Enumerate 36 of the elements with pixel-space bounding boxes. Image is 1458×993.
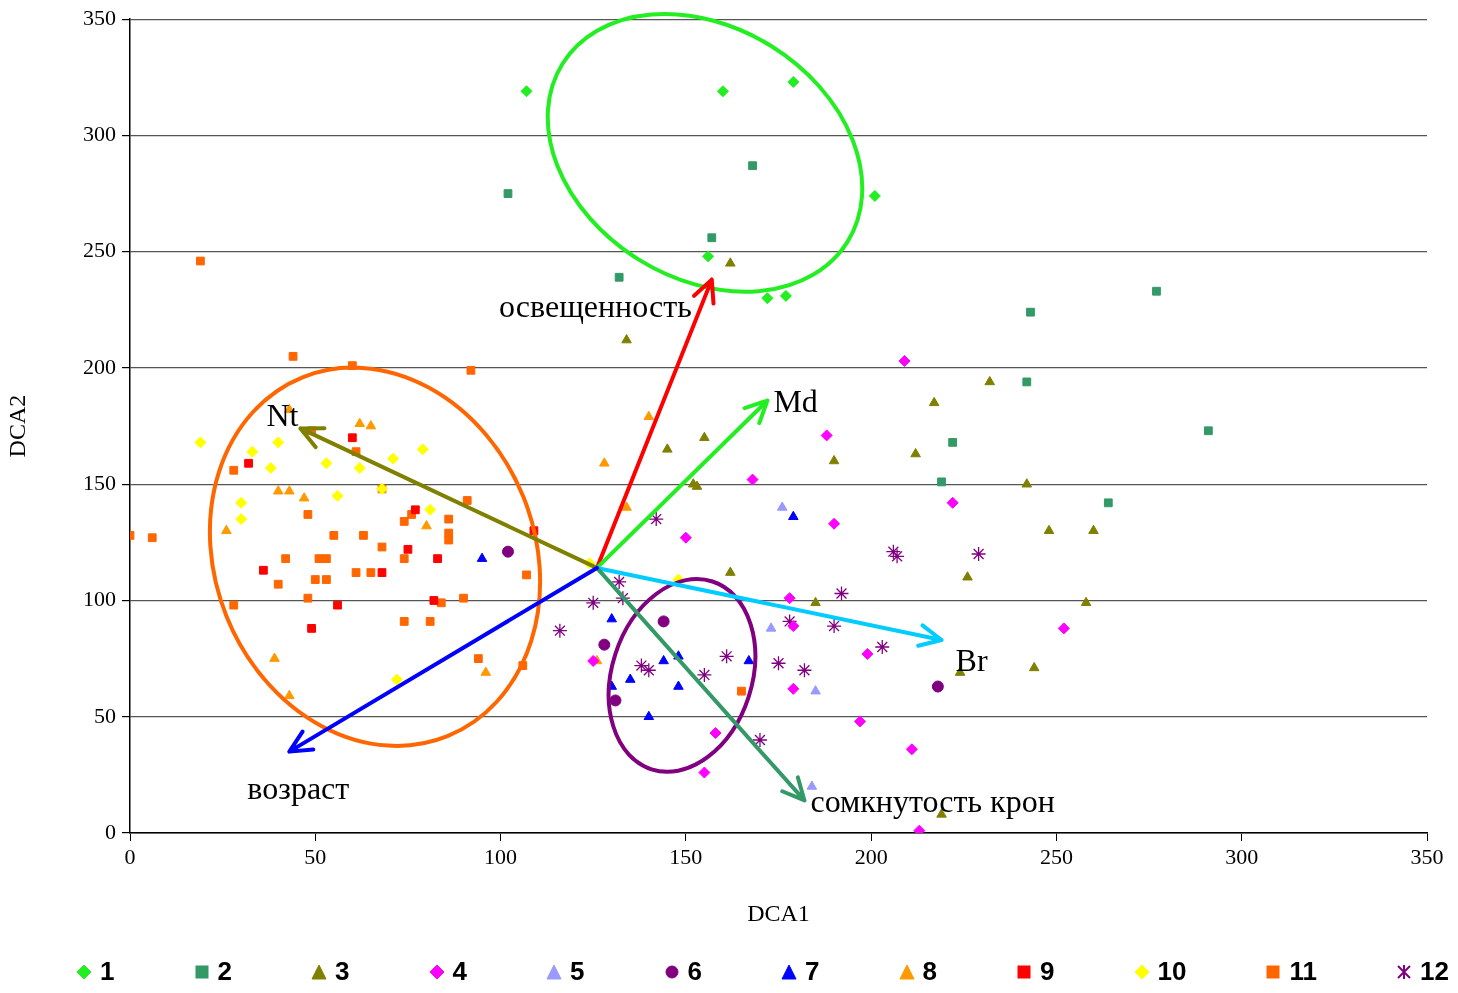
y-tick-label: 350 — [83, 4, 116, 30]
y-tick-label: 0 — [105, 818, 116, 844]
annotation: Br — [955, 642, 988, 679]
y-tick-label: 250 — [83, 237, 116, 263]
legend-label: 7 — [805, 956, 820, 987]
x-tick-label: 250 — [1039, 843, 1073, 869]
x-tick-label: 200 — [854, 843, 888, 869]
legend-label: 11 — [1289, 956, 1317, 987]
y-tick-label: 300 — [83, 121, 116, 147]
legend-label: 3 — [335, 956, 350, 987]
legend-label: 9 — [1040, 956, 1055, 987]
legend-label: 4 — [452, 956, 467, 987]
annotation: сомкнутость крон — [810, 782, 1055, 819]
y-axis-title: DCA2 — [3, 394, 30, 458]
annotation: освещенность — [499, 287, 692, 324]
annotation: Md — [773, 382, 818, 419]
x-axis-title: DCA1 — [747, 899, 810, 926]
legend-label: 5 — [570, 956, 585, 987]
x-tick-label: 150 — [669, 843, 703, 869]
legend-label: 12 — [1419, 956, 1449, 987]
x-tick-label: 300 — [1225, 843, 1259, 869]
legend-label: 8 — [922, 956, 937, 987]
annotation: возраст — [247, 769, 350, 806]
x-tick-label: 50 — [304, 843, 327, 869]
y-tick-label: 50 — [94, 702, 116, 728]
y-tick-label: 200 — [83, 353, 116, 379]
legend-label: 10 — [1157, 956, 1187, 987]
y-tick-label: 150 — [83, 470, 116, 496]
x-tick-label: 0 — [124, 843, 136, 869]
annotation: Nt — [266, 396, 299, 433]
x-tick-label: 100 — [484, 843, 518, 869]
x-tick-label: 350 — [1410, 843, 1444, 869]
legend-label: 1 — [100, 956, 115, 987]
legend-label: 2 — [217, 956, 232, 987]
legend-label: 6 — [687, 956, 702, 987]
y-tick-label: 100 — [83, 586, 116, 612]
